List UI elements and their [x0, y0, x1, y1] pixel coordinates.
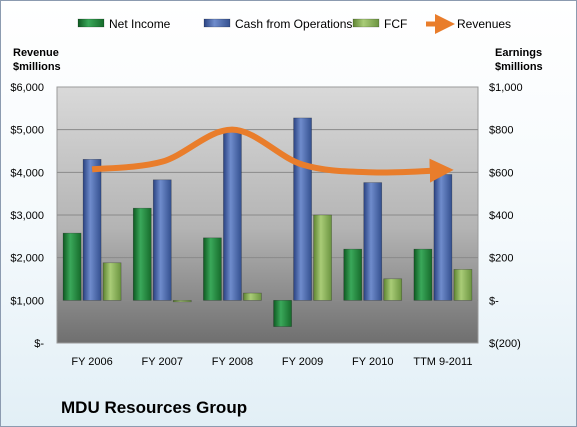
right-tick-label: $400 [489, 210, 513, 222]
left-tick-label: $1,000 [10, 295, 44, 307]
right-tick-label: $800 [489, 125, 513, 137]
legend-swatch-cash-from-operations [203, 18, 231, 28]
right-axis-title-line2: $millions [495, 61, 543, 73]
bars [62, 117, 473, 327]
line-revenues [91, 126, 454, 183]
bar-net-income [343, 248, 363, 301]
left-tick-label: $5,000 [10, 125, 44, 137]
legend-label: Revenues [457, 17, 511, 31]
category-label: FY 2006 [71, 356, 112, 368]
legend-label: FCF [384, 17, 407, 31]
bar-cash-from-operations [152, 179, 172, 301]
revenues-line [91, 126, 454, 183]
right-tick-label: $(200) [489, 338, 521, 350]
bar-fcf [383, 278, 403, 301]
left-tick-label: $2,000 [10, 253, 44, 265]
bar-cash-from-operations [433, 174, 453, 301]
category-label: FY 2007 [142, 356, 183, 368]
bar-cash-from-operations [293, 117, 312, 301]
left-axis-title-line2: $millions [13, 61, 61, 73]
bar-fcf [313, 214, 332, 301]
bar-net-income [132, 207, 152, 301]
chart-title: MDU Resources Group [61, 398, 247, 417]
bar-net-income [203, 237, 222, 301]
category-label: FY 2008 [212, 356, 253, 368]
right-tick-label: $1,000 [489, 82, 523, 94]
bar-cash-from-operations [363, 182, 383, 301]
bar-fcf [243, 292, 262, 301]
bar-net-income [413, 248, 433, 301]
bar-fcf [453, 269, 473, 301]
right-tick-label: $- [489, 295, 499, 307]
left-tick-label: $- [34, 338, 44, 350]
right-axis-title-line1: Earnings [495, 47, 542, 59]
legend-swatch-net-income [77, 18, 105, 28]
right-tick-label: $600 [489, 167, 513, 179]
bar-net-income [273, 300, 292, 327]
left-axis-title-line1: Revenue [13, 47, 59, 59]
right-axis-ticks: $(200) $- $200 $400 $600 $800 $1,000 [489, 82, 523, 350]
legend-swatch-fcf [352, 18, 380, 28]
category-labels: FY 2006 FY 2007 FY 2008 FY 2009 FY 2010 TTM 9… [71, 356, 472, 368]
left-tick-label: $3,000 [10, 210, 44, 222]
left-tick-label: $4,000 [10, 167, 44, 179]
right-tick-label: $200 [489, 253, 513, 265]
legend: Net Income Cash from Operations FCF Revenue… [77, 14, 511, 34]
left-tick-label: $6,000 [10, 82, 44, 94]
bar-fcf [172, 300, 192, 303]
category-label: TTM 9-2011 [413, 356, 472, 368]
bar-fcf [102, 262, 122, 301]
left-axis-ticks: $- $1,000 $2,000 $3,000 $4,000 $5,000 $6,000 [10, 82, 44, 350]
legend-label: Cash from Operations [235, 17, 352, 31]
legend-label: Net Income [109, 17, 171, 31]
bar-cash-from-operations [223, 129, 242, 301]
category-label: FY 2009 [282, 356, 323, 368]
bar-cash-from-operations [82, 159, 102, 301]
category-label: FY 2010 [352, 356, 393, 368]
bar-net-income [62, 232, 82, 301]
